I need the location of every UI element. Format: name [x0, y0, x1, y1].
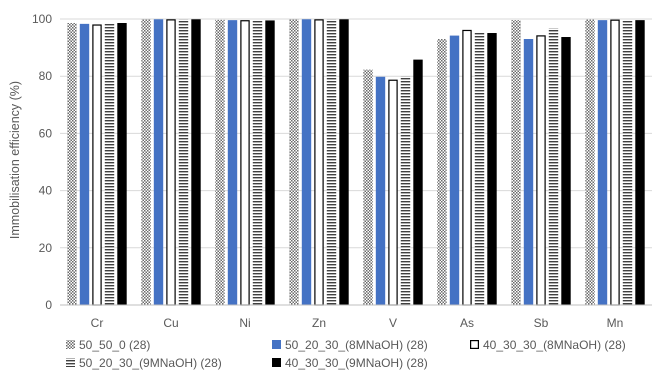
bar-as-series-4 [474, 32, 485, 305]
y-tick-label: 60 [39, 126, 53, 140]
bar-mn-series-2 [597, 20, 608, 305]
y-tick-label: 40 [39, 184, 53, 198]
bar-sb-series-4 [548, 28, 559, 305]
legend-swatch [470, 340, 480, 350]
bar-zn-series-5 [339, 19, 349, 305]
bar-sb-series-1 [511, 20, 521, 305]
legend-item: 50_20_30_(9MNaOH) (28) [66, 356, 222, 370]
bar-ni-series-1 [215, 19, 225, 305]
y-tick-label: 100 [32, 12, 52, 26]
bar-v-series-5 [413, 59, 423, 305]
legend-label: 40_30_30_(8MNaOH) (28) [483, 338, 626, 352]
bar-cr-series-3 [92, 24, 102, 306]
bar-mn-series-1 [585, 19, 595, 306]
legend-item: 50_20_30_(8MNaOH) (28) [272, 338, 428, 352]
bar-v-series-4 [400, 76, 411, 305]
bar-as-series-1 [437, 39, 447, 306]
bar-mn-series-3 [610, 19, 620, 306]
bar-zn-series-3 [314, 19, 324, 306]
bar-cu-series-2 [153, 19, 164, 305]
bar-cu-series-4 [178, 19, 189, 305]
legend-label: 50_50_0 (28) [79, 338, 150, 352]
legend-swatch [272, 340, 281, 349]
bar-ni-series-4 [252, 20, 263, 306]
y-tick-label: 0 [45, 298, 52, 312]
x-tick-label: Zn [312, 316, 326, 330]
bar-sb-series-2 [523, 39, 534, 306]
y-tick-label: 20 [39, 241, 53, 255]
bar-mn-series-5 [635, 20, 645, 305]
x-tick-label: Cr [91, 316, 104, 330]
legend: 50_50_0 (28) 50_20_30_(8MNaOH) (28) 40_30_… [66, 338, 626, 370]
legend-item: 40_30_30_(8MNaOH) (28) [470, 338, 626, 352]
x-tick-label: Mn [607, 316, 624, 330]
bar-cu-series-5 [191, 19, 201, 305]
bar-cr-series-5 [117, 23, 127, 306]
bar-ni-series-3 [240, 20, 250, 306]
legend-label: 40_30_30_(9MNaOH) (28) [285, 356, 428, 370]
bars-layer [67, 19, 645, 306]
bar-as-series-2 [449, 35, 460, 305]
bar-cu-series-1 [141, 19, 151, 305]
bar-zn-series-1 [289, 19, 299, 305]
y-tick-label: 80 [39, 69, 53, 83]
legend-label: 50_20_30_(8MNaOH) (28) [285, 338, 428, 352]
y-axis-label: Immobilisation efficiency (%) [8, 81, 22, 239]
x-tick-label: Ni [239, 316, 250, 330]
x-tick-label: As [460, 316, 474, 330]
bar-mn-series-4 [622, 20, 633, 305]
legend-item: 50_50_0 (28) [66, 338, 150, 352]
bar-cu-series-3 [166, 19, 176, 306]
bar-cr-series-4 [104, 22, 115, 306]
bar-ni-series-5 [265, 20, 275, 306]
x-tick-label: Sb [534, 316, 549, 330]
bar-v-series-3 [388, 79, 398, 306]
bar-as-series-3 [462, 29, 472, 306]
x-tick-label: Cu [163, 316, 178, 330]
bar-sb-series-3 [536, 35, 546, 306]
bar-ni-series-2 [227, 20, 238, 305]
bar-zn-series-2 [301, 19, 312, 305]
axes-layer: 0 20 40 60 80 100 Cr Cu Ni Zn V As Sb Mn [32, 12, 652, 330]
bar-v-series-2 [375, 76, 386, 305]
legend-swatch [272, 358, 281, 367]
legend-swatch [66, 340, 75, 349]
legend-item: 40_30_30_(9MNaOH) (28) [272, 356, 428, 370]
bar-as-series-5 [487, 33, 497, 305]
bar-sb-series-5 [561, 37, 571, 305]
legend-label: 50_20_30_(9MNaOH) (28) [79, 356, 222, 370]
bar-v-series-1 [363, 69, 373, 305]
bar-cr-series-2 [79, 23, 90, 305]
legend-swatch [66, 358, 75, 367]
bar-zn-series-4 [326, 19, 337, 305]
bar-cr-series-1 [67, 23, 77, 306]
x-tick-label: V [389, 316, 397, 330]
